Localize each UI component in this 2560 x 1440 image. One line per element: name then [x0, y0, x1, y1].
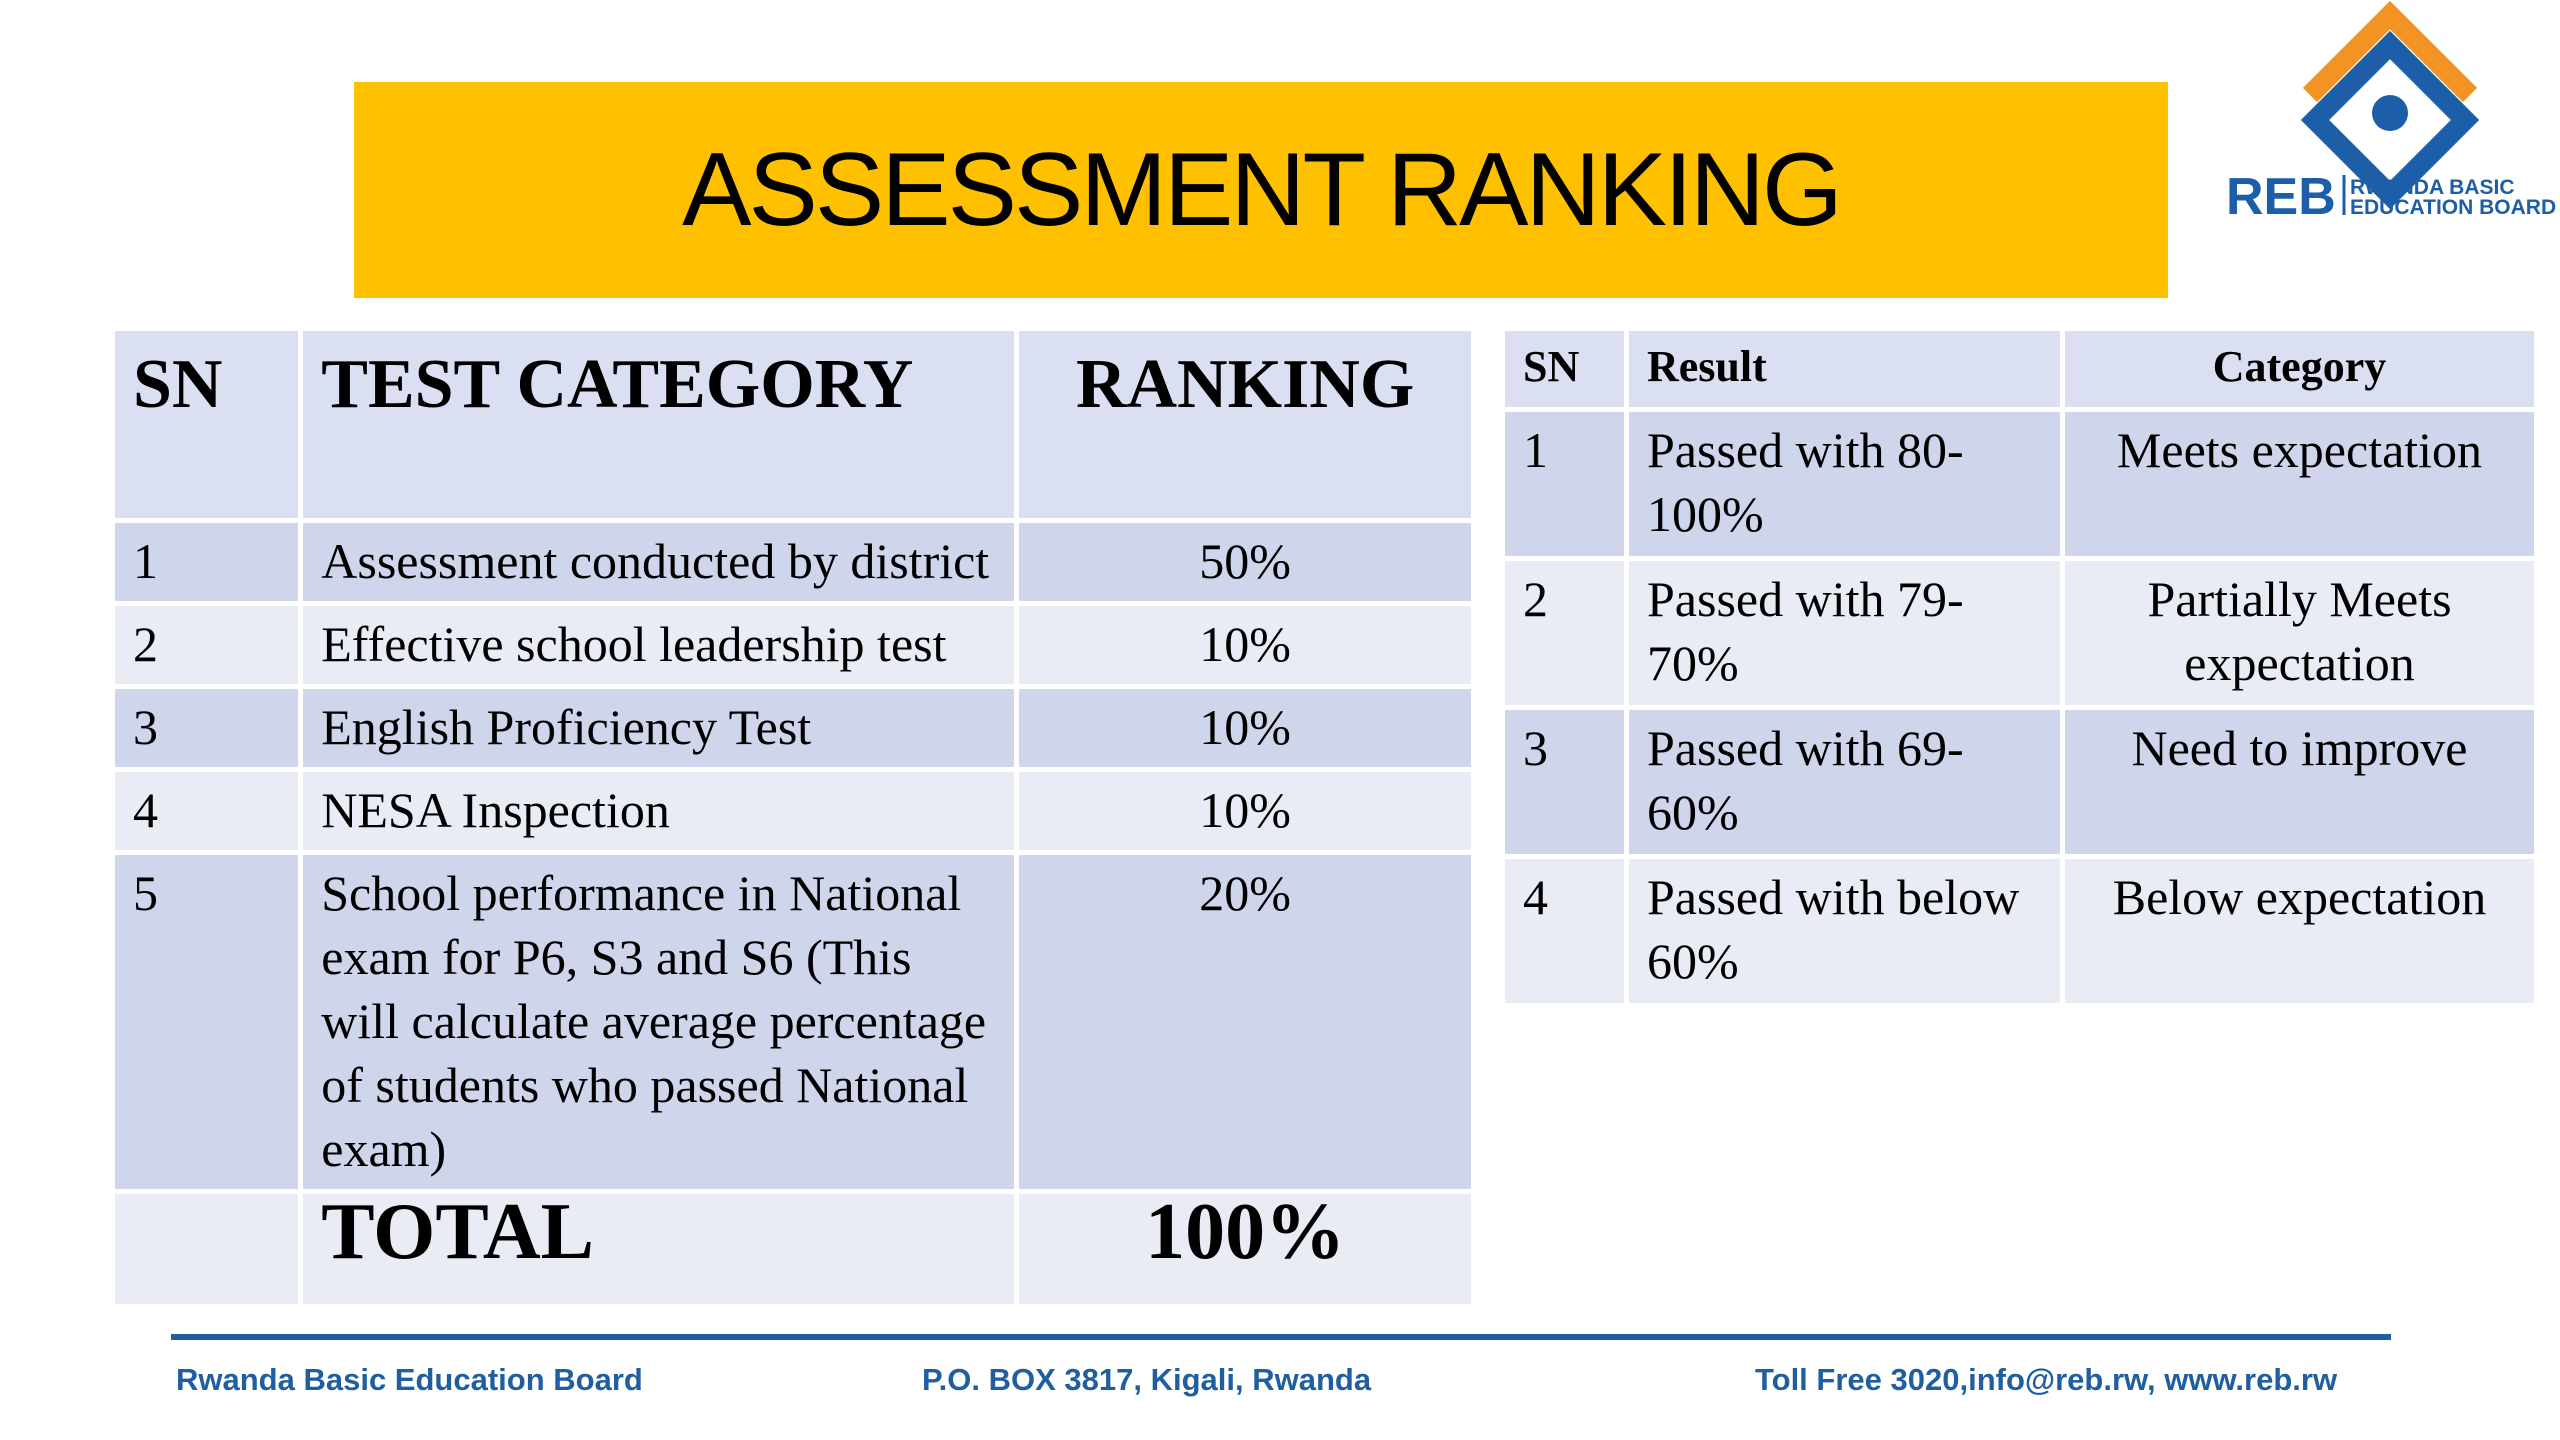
header-cell: TEST CATEGORY: [298, 326, 1020, 523]
cell: Passed with 80-100%: [1624, 407, 2065, 561]
logo: REB RWANDA BASIC EDUCATION BOARD: [2226, 0, 2556, 225]
cell: 3: [109, 684, 304, 772]
row: 2 Effective school leadership test 10%: [109, 601, 1476, 689]
logo-line2: EDUCATION BOARD: [2350, 196, 2556, 219]
cell: 2: [1500, 556, 1629, 710]
cell: [109, 1189, 304, 1309]
header-row: SN TEST CATEGORY RANKING: [109, 326, 1476, 523]
total-row: TOTAL 100%: [109, 1189, 1476, 1309]
cell: 3: [1500, 705, 1629, 859]
header-cell: RANKING: [1014, 326, 1476, 523]
logo-diamond: [2300, 30, 2480, 210]
cell: 1: [109, 518, 304, 606]
cell: 4: [1500, 854, 1629, 1008]
result-table: SN Result Category 1 Passed with 80-100% M…: [1500, 326, 2539, 1008]
row: 4 Passed with below 60% Below expectation: [1500, 854, 2539, 1008]
row: 3 English Proficiency Test 10%: [109, 684, 1476, 772]
cell: 4: [109, 767, 304, 855]
logo-line1: RWANDA BASIC: [2350, 176, 2515, 199]
header-cell: SN: [109, 326, 304, 523]
cell: Below expectation: [2060, 854, 2539, 1008]
cell: Assessment conducted by district: [298, 518, 1020, 606]
cell: 10%: [1014, 601, 1476, 689]
logo-roof: [2302, 0, 2478, 103]
footer-org: Rwanda Basic Education Board: [176, 1362, 643, 1397]
cell: Passed with below 60%: [1624, 854, 2065, 1008]
total-label: TOTAL: [298, 1189, 1020, 1309]
cell: Meets expectation: [2060, 407, 2539, 561]
cell: 2: [109, 601, 304, 689]
cell: 10%: [1014, 684, 1476, 772]
header-cell: Category: [2060, 326, 2539, 412]
row: 4 NESA Inspection 10%: [109, 767, 1476, 855]
cell: 10%: [1014, 767, 1476, 855]
header-cell: Result: [1624, 326, 2065, 412]
footer-contact: Toll Free 3020,info@reb.rw, www.reb.rw: [1755, 1362, 2338, 1397]
title: ASSESSMENT RANKING: [682, 131, 1843, 248]
title-banner: ASSESSMENT RANKING: [354, 82, 2168, 298]
ranking-table: SN TEST CATEGORY RANKING 1 Assessment con…: [109, 326, 1476, 1309]
cell: Passed with 69-60%: [1624, 705, 2065, 859]
footer-rule: [171, 1334, 2391, 1340]
row: 1 Assessment conducted by district 50%: [109, 518, 1476, 606]
cell: Partially Meets expectation: [2060, 556, 2539, 710]
cell: 20%: [1014, 850, 1476, 1194]
cell: Need to improve: [2060, 705, 2539, 859]
footer-address: P.O. BOX 3817, Kigali, Rwanda: [922, 1362, 1372, 1397]
cell: 5: [109, 850, 304, 1194]
row: 1 Passed with 80-100% Meets expectation: [1500, 407, 2539, 561]
cell: 1: [1500, 407, 1629, 561]
cell: Passed with 79-70%: [1624, 556, 2065, 710]
cell: NESA Inspection: [298, 767, 1020, 855]
logo-dot: [2372, 95, 2408, 131]
logo-acronym: REB: [2226, 168, 2336, 225]
row: 3 Passed with 69-60% Need to improve: [1500, 705, 2539, 859]
header-row: SN Result Category: [1500, 326, 2539, 412]
cell: School performance in National exam for …: [298, 850, 1020, 1194]
cell: Effective school leadership test: [298, 601, 1020, 689]
row: 2 Passed with 79-70% Partially Meets expec…: [1500, 556, 2539, 710]
cell: 50%: [1014, 518, 1476, 606]
total-value: 100%: [1014, 1189, 1476, 1309]
row: 5 School performance in National exam for…: [109, 850, 1476, 1194]
cell: English Proficiency Test: [298, 684, 1020, 772]
header-cell: SN: [1500, 326, 1629, 412]
